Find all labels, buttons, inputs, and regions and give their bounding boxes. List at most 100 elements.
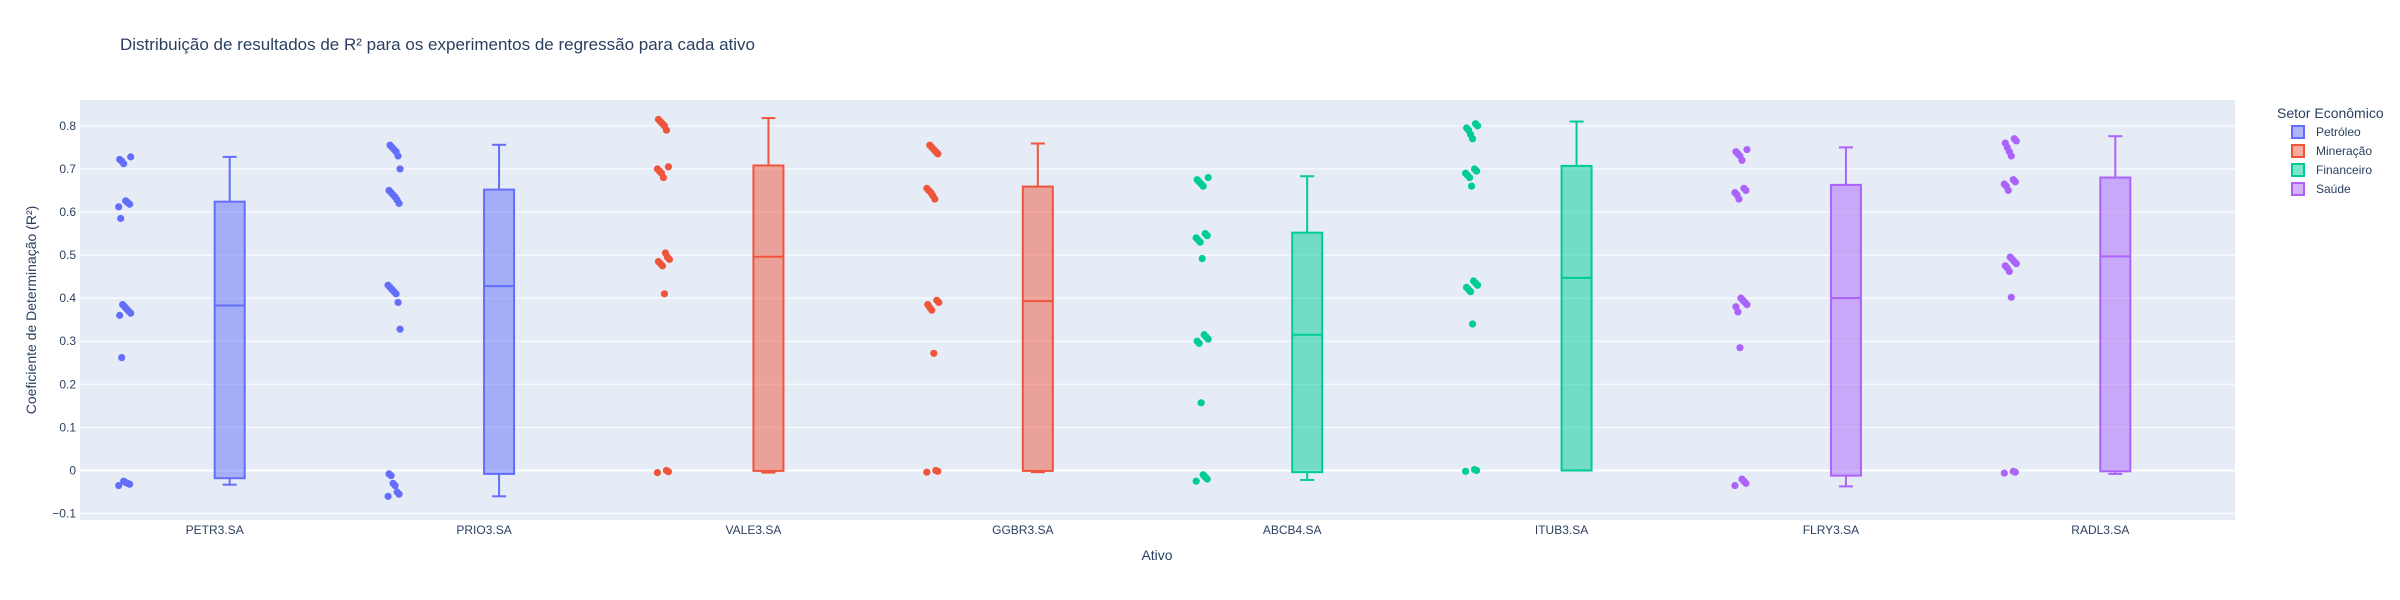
data-point[interactable] xyxy=(923,184,931,192)
data-point[interactable] xyxy=(2010,135,2018,143)
data-point[interactable] xyxy=(1201,229,1209,238)
data-point[interactable] xyxy=(1461,467,1470,475)
box-iqr[interactable] xyxy=(1021,185,1054,472)
data-point[interactable] xyxy=(385,186,393,195)
data-point[interactable] xyxy=(1470,165,1479,173)
data-point[interactable] xyxy=(654,115,663,123)
data-point[interactable] xyxy=(386,141,394,149)
data-point[interactable] xyxy=(2007,293,2015,301)
data-point[interactable] xyxy=(396,325,404,333)
y-tick-label: 0.3 xyxy=(59,334,76,348)
gridlines xyxy=(80,125,2235,515)
data-point[interactable] xyxy=(1469,277,1478,285)
data-point[interactable] xyxy=(924,301,932,309)
data-point[interactable] xyxy=(394,298,402,307)
data-point[interactable] xyxy=(1193,337,1201,345)
box-trace-flry3-sa[interactable] xyxy=(1731,145,1862,490)
data-point[interactable] xyxy=(1204,173,1212,182)
legend-item-2[interactable]: Financeiro xyxy=(2291,163,2372,177)
data-point[interactable] xyxy=(1732,148,1740,156)
legend-item-0[interactable]: Petróleo xyxy=(2291,125,2361,139)
data-point[interactable] xyxy=(933,296,941,304)
data-point[interactable] xyxy=(1199,471,1207,479)
box-trace-ggbr3-sa[interactable] xyxy=(923,141,1054,476)
data-point[interactable] xyxy=(2001,139,2009,147)
box-trace-radl3-sa[interactable] xyxy=(2000,135,2132,477)
box-trace-itub3-sa[interactable] xyxy=(1461,120,1593,475)
data-point[interactable] xyxy=(1740,184,1748,192)
data-point[interactable] xyxy=(122,197,130,205)
data-point[interactable] xyxy=(932,466,940,475)
data-point[interactable] xyxy=(1200,331,1208,339)
data-point[interactable] xyxy=(1470,466,1479,474)
data-point[interactable] xyxy=(653,469,662,477)
data-point[interactable] xyxy=(1731,189,1739,197)
data-point[interactable] xyxy=(1198,254,1206,263)
data-point[interactable] xyxy=(662,466,671,475)
box-iqr[interactable] xyxy=(213,200,246,480)
data-point[interactable] xyxy=(661,249,670,257)
data-point[interactable] xyxy=(1468,320,1477,328)
data-point[interactable] xyxy=(1462,124,1471,132)
data-point[interactable] xyxy=(396,165,404,173)
data-point[interactable] xyxy=(664,163,673,171)
data-point[interactable] xyxy=(926,141,934,149)
data-point[interactable] xyxy=(2000,469,2008,477)
legend-items[interactable]: Petróleo Mineração Financeiro Saúde xyxy=(2291,125,2372,196)
data-point[interactable] xyxy=(1731,481,1739,490)
data-point[interactable] xyxy=(1736,344,1744,352)
data-point[interactable] xyxy=(1732,303,1740,311)
box-iqr[interactable] xyxy=(1829,183,1862,477)
box-trace-petr3-sa[interactable] xyxy=(115,153,246,490)
data-point[interactable] xyxy=(2001,262,2009,270)
data-point[interactable] xyxy=(1743,145,1751,154)
data-point[interactable] xyxy=(1197,399,1205,407)
data-point[interactable] xyxy=(923,468,931,476)
data-point[interactable] xyxy=(120,477,128,485)
data-point[interactable] xyxy=(115,203,123,211)
data-point[interactable] xyxy=(2006,253,2014,261)
data-point[interactable] xyxy=(2000,180,2008,188)
data-point[interactable] xyxy=(119,301,127,309)
data-point[interactable] xyxy=(660,290,669,298)
data-point[interactable] xyxy=(1193,176,1201,184)
data-point[interactable] xyxy=(1737,294,1745,302)
legend[interactable]: Setor Econômico Petróleo Mineração Finance… xyxy=(2277,105,2384,196)
data-point[interactable] xyxy=(653,165,662,173)
data-point[interactable] xyxy=(2009,467,2017,475)
legend-label: Petróleo xyxy=(2316,125,2361,139)
box-iqr[interactable] xyxy=(1560,164,1593,472)
data-point[interactable] xyxy=(1192,234,1200,242)
data-point[interactable] xyxy=(385,470,393,478)
data-point[interactable] xyxy=(1461,169,1470,177)
data-point[interactable] xyxy=(118,354,126,362)
legend-item-1[interactable]: Mineração xyxy=(2291,144,2372,158)
data-point[interactable] xyxy=(389,479,397,487)
legend-item-3[interactable]: Saúde xyxy=(2291,182,2351,196)
data-point[interactable] xyxy=(1471,120,1480,128)
data-point[interactable] xyxy=(393,488,401,496)
box-iqr[interactable] xyxy=(2099,176,2132,473)
data-point[interactable] xyxy=(2009,176,2017,184)
data-point[interactable] xyxy=(1738,475,1746,483)
data-point[interactable] xyxy=(117,214,125,223)
data-point[interactable] xyxy=(1462,283,1471,291)
data-point[interactable] xyxy=(116,311,124,319)
x-tick-label: FLRY3.SA xyxy=(1803,523,1859,537)
box-trace-prio3-sa[interactable] xyxy=(384,141,516,500)
box-iqr[interactable] xyxy=(1291,231,1324,474)
data-point[interactable] xyxy=(930,349,938,357)
data-point[interactable] xyxy=(654,257,663,266)
data-point[interactable] xyxy=(384,281,392,289)
data-point[interactable] xyxy=(116,155,124,164)
data-point[interactable] xyxy=(115,481,123,490)
box-iqr[interactable] xyxy=(752,164,785,472)
box-iqr[interactable] xyxy=(483,188,516,475)
box-trace-vale3-sa[interactable] xyxy=(653,115,785,477)
data-point[interactable] xyxy=(1192,477,1200,485)
box-trace-abcb4-sa[interactable] xyxy=(1192,173,1324,485)
data-point[interactable] xyxy=(1467,182,1476,190)
data-point[interactable] xyxy=(127,153,135,161)
data-point[interactable] xyxy=(384,492,392,500)
